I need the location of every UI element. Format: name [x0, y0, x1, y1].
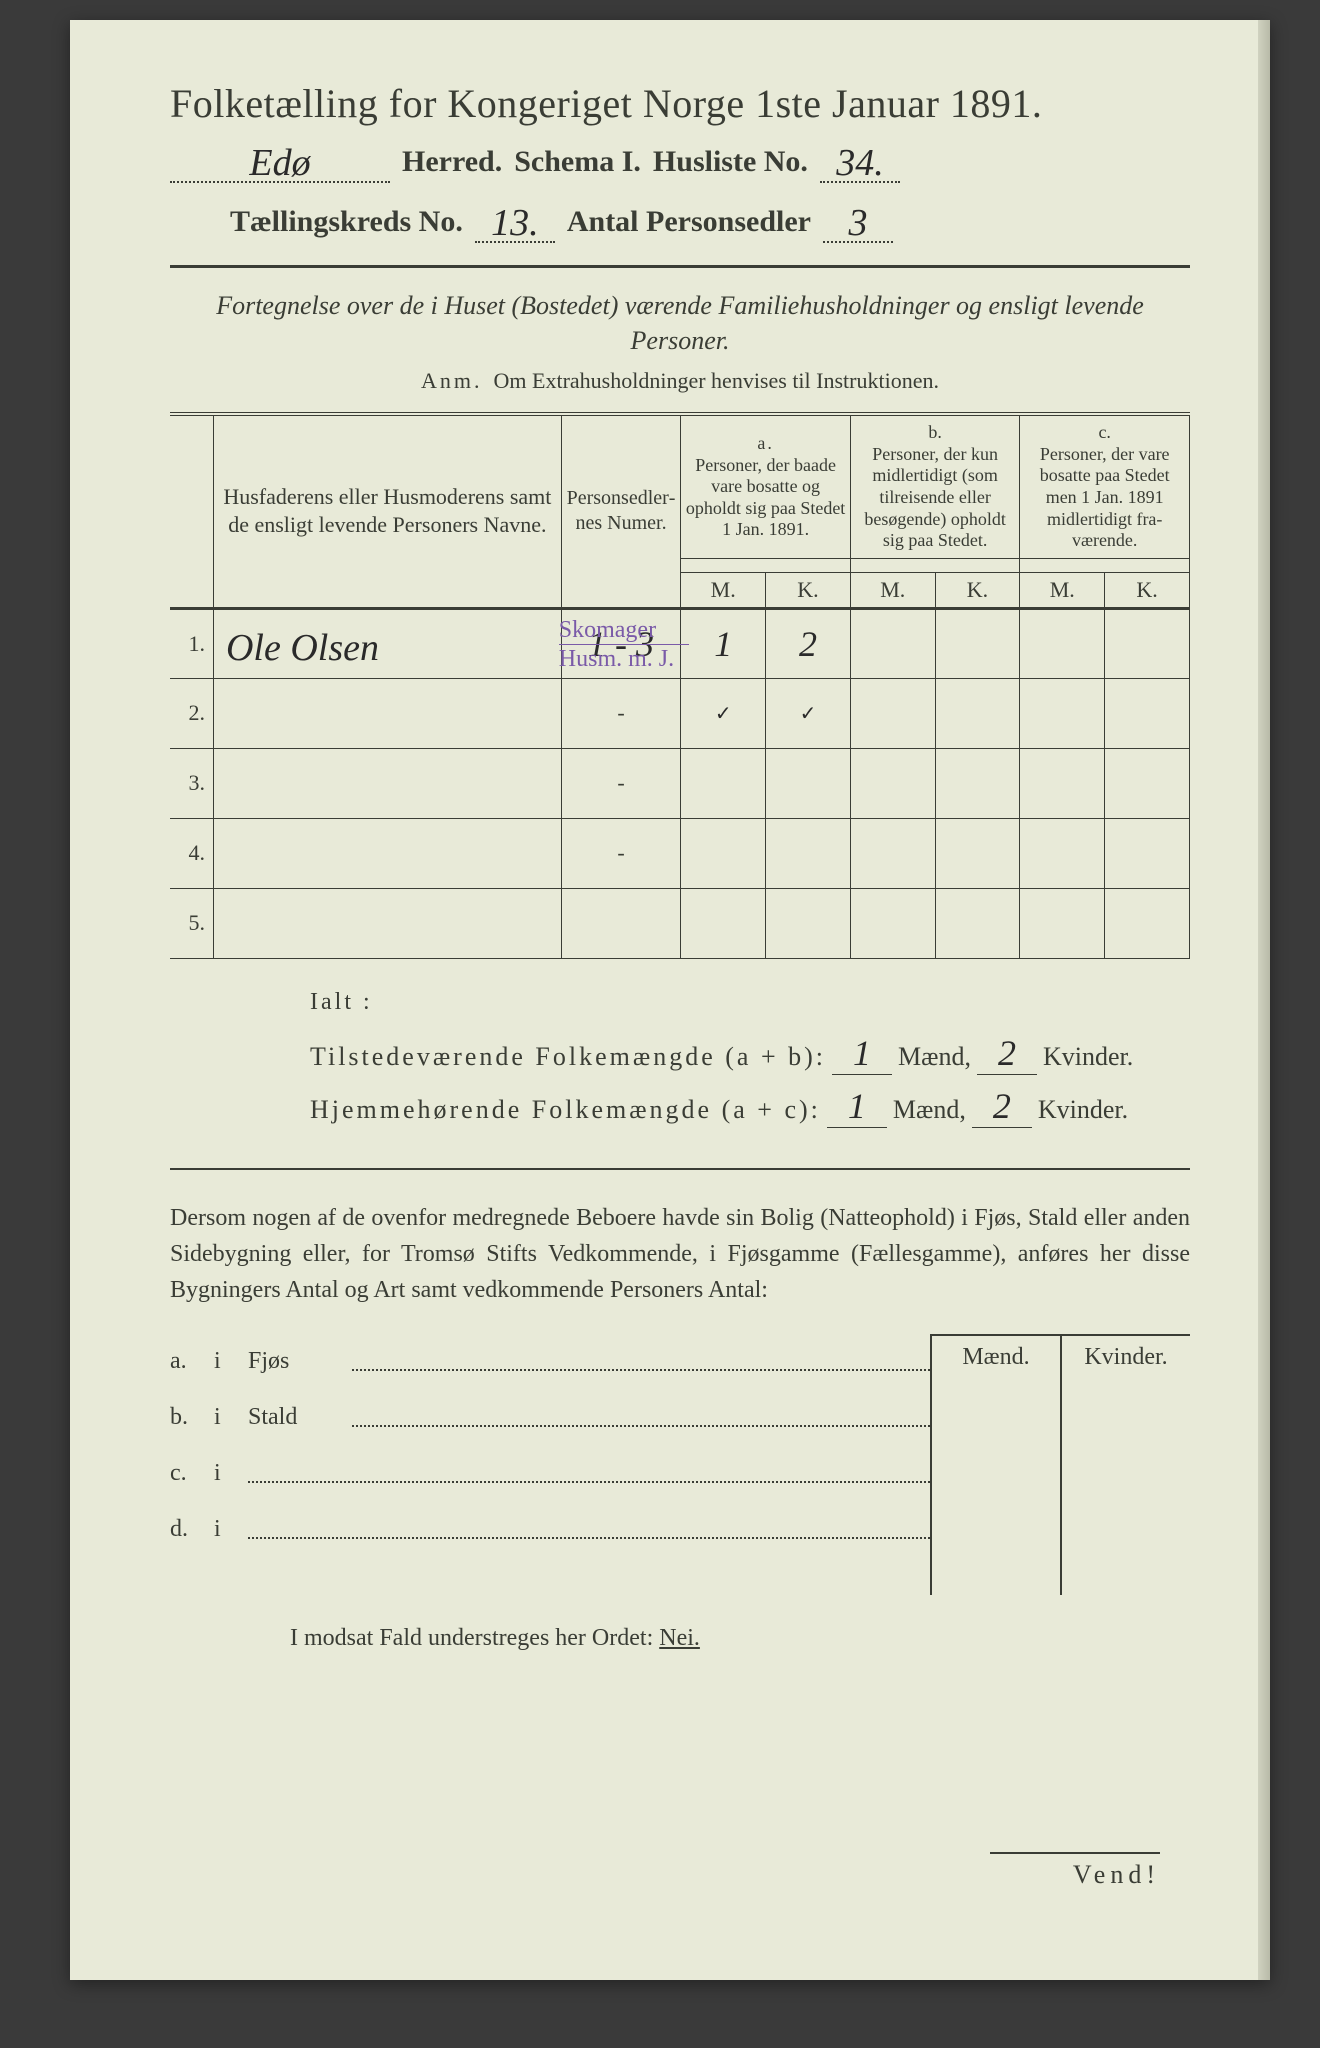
header-line-herred: Edø Herred. Schema I. Husliste No. 34.	[170, 137, 1190, 183]
table-row: 5.	[170, 888, 1190, 958]
anm-note: Anm. Om Extrahusholdninger henvises til …	[170, 368, 1190, 394]
header-line-kreds: Tællingskreds No. 13. Antal Personsedler…	[170, 197, 1190, 243]
subtitle: Fortegnelse over de i Huset (Bostedet) v…	[170, 288, 1190, 358]
nei-word: Nei.	[659, 1625, 700, 1651]
col-a-k: K.	[766, 572, 851, 608]
total-m-value: 1	[853, 1033, 871, 1073]
table-header-row-1: Husfaderens eller Husmode­rens samt de e…	[170, 414, 1190, 558]
row-num: 2.	[170, 678, 213, 748]
horizontal-rule	[170, 1168, 1190, 1170]
outbuilding-row: a. i Fjøs	[170, 1334, 930, 1390]
anm-prefix: Anm.	[421, 368, 483, 393]
census-form-page: Folketælling for Kongeriget Norge 1ste J…	[70, 20, 1270, 1980]
col-num-header: Person­sedler­nes Numer.	[561, 414, 681, 608]
schema-label: Schema I.	[514, 145, 641, 179]
name-cell: Ole Olsen Skomager Husm. m. J.	[213, 608, 561, 678]
row-num: 1.	[170, 608, 213, 678]
cell-value: -	[561, 818, 681, 888]
table-row: 2. - ✓ ✓	[170, 678, 1190, 748]
husliste-value: 34.	[836, 142, 884, 184]
cell-value: ✓	[800, 703, 817, 725]
horizontal-rule	[170, 265, 1190, 268]
col-b-header: b. Personer, der kun midler­tidigt (som …	[850, 414, 1020, 558]
total-k-value: 2	[993, 1086, 1011, 1126]
total-k-value: 2	[998, 1033, 1016, 1073]
outbuilding-col-m: Mænd.	[930, 1336, 1060, 1595]
cell-value: 2	[799, 624, 817, 664]
outbuilding-row: b. i Stald	[170, 1390, 930, 1446]
cell-value	[1105, 608, 1190, 678]
anm-text: Om Extrahusholdninger henvises til Instr…	[494, 368, 939, 393]
outbuilding-row: d. i	[170, 1502, 930, 1558]
col-b-m: M.	[850, 572, 935, 608]
table-row: 3. -	[170, 748, 1190, 818]
cell-value: ✓	[715, 703, 732, 725]
col-c-m: M.	[1020, 572, 1105, 608]
col-c-k: K.	[1105, 572, 1190, 608]
totals-block: Ialt : Tilstedeværende Folkemængde (a + …	[170, 989, 1190, 1128]
cell-value	[850, 608, 935, 678]
main-title: Folketælling for Kongeriget Norge 1ste J…	[170, 80, 1190, 127]
antal-label: Antal Personsedler	[567, 205, 811, 239]
row-num: 5.	[170, 888, 213, 958]
row-num: 3.	[170, 748, 213, 818]
total-resident-line: Hjemmehørende Folkemængde (a + c): 1 Mæn…	[310, 1085, 1190, 1128]
cell-value	[1020, 608, 1105, 678]
household-table: Husfaderens eller Husmode­rens samt de e…	[170, 412, 1190, 959]
col-c-header: c. Personer, der vare bosatte paa Stedet…	[1020, 414, 1190, 558]
outbuilding-col-k: Kvinder.	[1060, 1336, 1190, 1595]
total-m-value: 1	[848, 1086, 866, 1126]
name-cell	[213, 678, 561, 748]
modsat-line: I modsat Fald understreges her Ordet: Ne…	[170, 1625, 1190, 1652]
table-row: 1. Ole Olsen Skomager Husm. m. J. 1 - 3 …	[170, 608, 1190, 678]
kreds-value: 13.	[491, 202, 539, 244]
cell-value: -	[561, 748, 681, 818]
col-b-k: K.	[935, 572, 1020, 608]
outbuilding-table: a. i Fjøs b. i Stald c. i d. i	[170, 1334, 1190, 1595]
col-names-header: Husfaderens eller Husmode­rens samt de e…	[213, 414, 561, 608]
row-num: 4.	[170, 818, 213, 888]
ialt-label: Ialt :	[310, 989, 1190, 1016]
col-a-header: a. Personer, der baade vare bo­satte og …	[681, 414, 851, 558]
total-present-line: Tilstedeværende Folkemængde (a + b): 1 M…	[310, 1032, 1190, 1075]
col-a-m: M.	[681, 572, 766, 608]
outbuilding-paragraph: Dersom nogen af de ovenfor medregnede Be…	[170, 1200, 1190, 1308]
herred-label: Herred.	[402, 145, 502, 179]
table-row: 4. -	[170, 818, 1190, 888]
antal-value: 3	[848, 202, 867, 244]
cell-value: 1	[714, 624, 732, 664]
cell-value: -	[561, 678, 681, 748]
person-name: Ole Olsen	[226, 627, 379, 669]
husliste-label: Husliste No.	[653, 145, 808, 179]
kreds-label: Tællingskreds No.	[230, 205, 463, 239]
cell-value	[935, 608, 1020, 678]
margin-annotation: Skomager Husm. m. J.	[559, 618, 689, 671]
outbuilding-row: c. i	[170, 1446, 930, 1502]
vend-label: Vend!	[990, 1852, 1160, 1890]
herred-value: Edø	[249, 142, 310, 184]
